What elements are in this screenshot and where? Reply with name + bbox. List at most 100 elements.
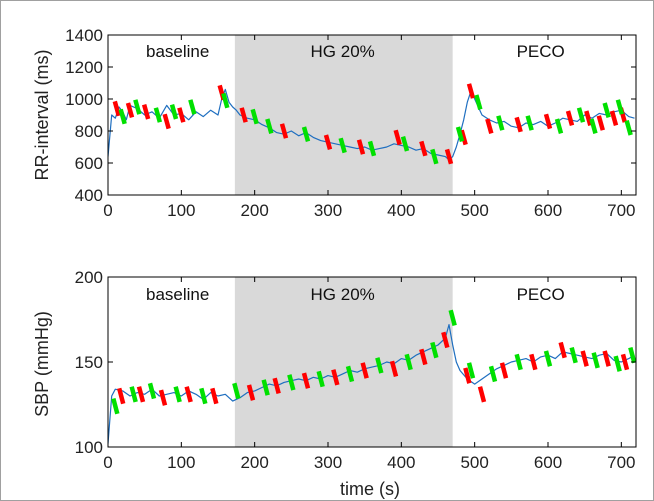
green-segment-line-mark (591, 352, 600, 369)
x-tick-label: 700 (607, 201, 635, 220)
green-segment-line-mark (367, 140, 377, 157)
red-segment-line-mark (184, 386, 193, 403)
red-segment-line-mark (609, 110, 619, 127)
green-segment-line-mark (375, 357, 384, 374)
green-segment-line-mark (628, 346, 636, 364)
green-segment-line-mark (199, 387, 208, 405)
x-tick-label: 200 (240, 201, 268, 220)
x-tick-label: 600 (534, 201, 562, 220)
red-segment-line-mark (558, 341, 567, 359)
y-tick-label: 600 (75, 154, 103, 173)
red-segment-line-mark (463, 367, 472, 384)
x-tick-label: 100 (167, 201, 195, 220)
phase-label: baseline (146, 285, 209, 304)
red-segment-line-mark (210, 387, 219, 405)
phase-label: baseline (146, 42, 209, 61)
phase-label: PECO (517, 285, 565, 304)
y-tick-label: 100 (75, 438, 103, 457)
green-segment-line-mark (188, 99, 197, 115)
red-segment-line-mark (177, 107, 186, 123)
x-tick-label: 300 (314, 201, 342, 220)
x-tick-label: 200 (240, 453, 268, 472)
green-segment-line-mark (118, 108, 127, 125)
x-tick-label: 400 (387, 201, 415, 220)
green-segment-line-mark (624, 119, 633, 136)
red-segment-line-mark (441, 331, 450, 349)
red-segment-line-mark (620, 353, 630, 371)
sbp-panel: SBP (mmHg) time (s) 0 100 200 300 400 500 600 7… (32, 268, 637, 499)
green-segment-line-mark (111, 397, 120, 415)
red-segment-line-mark (323, 134, 333, 151)
rr-interval-panel: RR-interval (ms) 0 100 200 300 400 500 600 700 4… (32, 26, 637, 220)
red-segment-line-mark (239, 107, 248, 123)
green-segment-line-mark (589, 118, 598, 135)
green-segment-line-mark (338, 137, 347, 154)
red-segment-line-mark (529, 353, 538, 371)
red-segment-line-mark (331, 369, 340, 386)
sbp-axis-label: SBP (mmHg) (32, 311, 52, 417)
hg-shaded-region (234, 35, 453, 195)
red-segment-line-mark (584, 110, 593, 127)
green-segment-line-mark (455, 126, 465, 143)
red-segment-line-mark (162, 113, 171, 130)
green-segment-line-mark (153, 107, 163, 123)
green-segment-line-mark (250, 108, 259, 125)
series-group (108, 83, 635, 165)
green-segment-line-mark (221, 92, 230, 109)
red-segment-line-mark (419, 140, 428, 157)
green-segment-line-mark (147, 382, 157, 400)
green-segment-line-mark (173, 386, 182, 403)
red-segment-line-mark (565, 110, 575, 127)
green-segment-line-mark (129, 386, 138, 403)
green-segment-line-mark (430, 341, 439, 359)
rr-interval-axis-label: RR-interval (ms) (32, 49, 52, 180)
green-segment-line-mark (543, 350, 553, 367)
y-tick-label: 200 (75, 268, 103, 287)
green-segment-line-mark (448, 309, 457, 327)
phase-label: PECO (517, 42, 565, 61)
y-tick-label: 1200 (65, 58, 103, 77)
x-tick-label: 500 (460, 201, 488, 220)
y-tick-label: 1400 (65, 26, 103, 45)
red-segment-line-mark (158, 389, 168, 406)
y-tick-label: 150 (75, 353, 103, 372)
blue-trace-line (108, 324, 635, 444)
blue-trace-line (108, 88, 635, 161)
green-segment-line-mark (232, 382, 241, 400)
y-tick-label: 1000 (65, 90, 103, 109)
green-segment-line-mark (488, 365, 498, 383)
red-segment-line-mark (514, 116, 523, 133)
red-segment-line-mark (543, 113, 553, 130)
red-segment-line-mark (112, 100, 121, 117)
red-segment-line-mark (477, 386, 487, 403)
green-segment-line-mark (400, 135, 410, 152)
red-segment-line-mark (117, 387, 126, 405)
green-segment-line-mark (133, 99, 142, 115)
x-tick-label: 600 (534, 453, 562, 472)
green-segment-line-mark (576, 107, 586, 123)
green-segment-line-mark (169, 103, 179, 120)
red-segment-line-mark (485, 118, 494, 135)
x-tick-label: 0 (103, 453, 112, 472)
x-tick-label: 300 (314, 453, 342, 472)
green-segment-line-mark (265, 118, 274, 135)
green-segment-line-mark (554, 118, 564, 135)
red-segment-line-mark (141, 103, 151, 120)
phase-label: HG 20% (311, 42, 375, 61)
green-segment-line-mark (466, 362, 476, 379)
time-axis-label: time (s) (340, 479, 400, 499)
red-segment-line-mark (356, 139, 366, 155)
x-tick-label: 0 (103, 201, 112, 220)
green-segment-line-mark (474, 94, 483, 111)
phase-label: HG 20% (311, 285, 375, 304)
red-segment-line-mark (389, 360, 399, 378)
green-segment-line-mark (287, 374, 296, 391)
green-segment-line-mark (430, 148, 439, 165)
green-segment-line-mark (496, 115, 505, 131)
green-segment-line-mark (569, 346, 578, 364)
red-segment-line-mark (459, 129, 468, 146)
green-segment-line-mark (615, 99, 625, 115)
green-segment-line-mark (613, 355, 622, 372)
red-segment-line-mark (499, 362, 509, 379)
